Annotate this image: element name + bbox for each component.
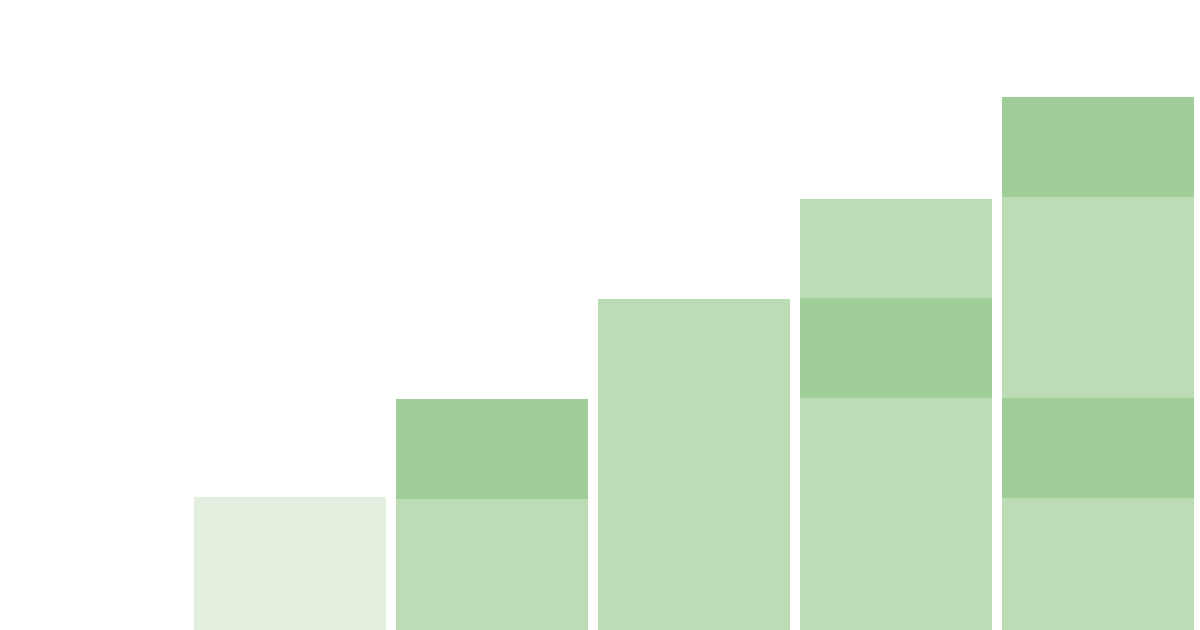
block [800,199,992,298]
block [1002,398,1194,498]
block [1002,97,1194,197]
block [396,499,588,630]
block [396,399,588,499]
block [800,398,992,630]
block [1002,197,1194,398]
block [194,497,386,630]
block [598,299,790,630]
block [800,298,992,398]
block [1002,498,1194,630]
